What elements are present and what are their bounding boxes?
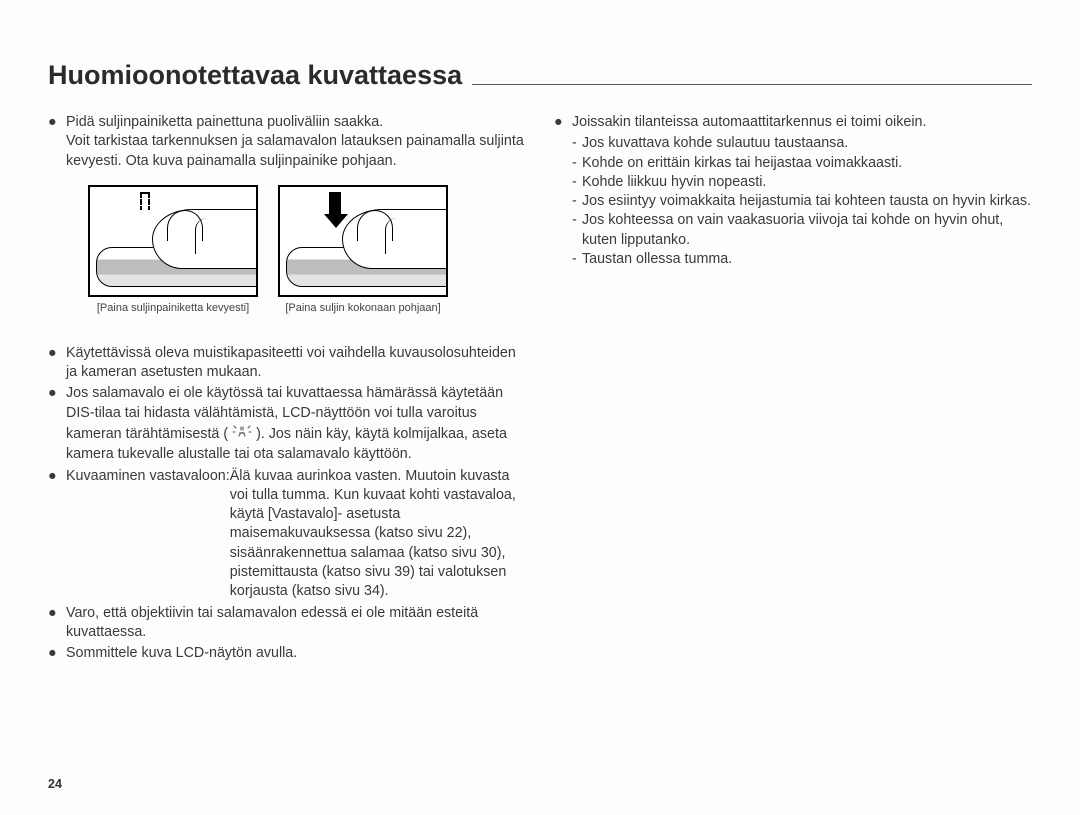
bullet-mark: ● xyxy=(48,604,66,643)
finger-icon xyxy=(342,209,448,269)
dash-mark: - xyxy=(572,192,582,211)
sub-horizontal: - Jos kohteessa on vain vaakasuoria viiv… xyxy=(572,211,1032,250)
text: Jos kuvattava kohde sulautuu taustaansa. xyxy=(582,134,1032,153)
text: Pidä suljinpainiketta painettuna puolivä… xyxy=(66,114,383,130)
dash-mark: - xyxy=(572,250,582,269)
arrow-full-press-icon xyxy=(324,192,346,228)
text: Jos kohteessa on vain vaakasuoria viivoj… xyxy=(582,211,1032,250)
page-title: Huomioonotettavaa kuvattaessa xyxy=(48,60,462,91)
bullet-mark: ● xyxy=(48,384,66,464)
sub-reflection: - Jos esiintyy voimakkaita heijastumia t… xyxy=(572,192,1032,211)
bullet-mark: ● xyxy=(48,467,66,602)
title-row: Huomioonotettavaa kuvattaessa xyxy=(48,60,1032,91)
text: Käytettävissä oleva muistikapasiteetti v… xyxy=(66,344,526,383)
dash-mark: - xyxy=(572,173,582,192)
left-column: ● Pidä suljinpainiketta painettuna puoli… xyxy=(48,113,526,665)
right-column: ● Joissakin tilanteissa automaattitarken… xyxy=(554,113,1032,665)
bullet-obstruction: ● Varo, että objektiivin tai salamavalon… xyxy=(48,604,526,643)
bullet-body: Pidä suljinpainiketta painettuna puolivä… xyxy=(66,113,526,171)
text: Kohde liikkuu hyvin nopeasti. xyxy=(582,173,1032,192)
sub-blend: - Jos kuvattava kohde sulautuu taustaans… xyxy=(572,134,1032,153)
page-number: 24 xyxy=(48,777,62,791)
dash-mark: - xyxy=(572,211,582,250)
bullet-af-fail: ● Joissakin tilanteissa automaattitarken… xyxy=(554,113,1032,132)
bullet-mark: ● xyxy=(48,113,66,171)
text: Joissakin tilanteissa automaattitarkennu… xyxy=(572,113,1032,132)
bullet-backlight: ● Kuvaaminen vastavaloon: Älä kuvaa auri… xyxy=(48,467,526,602)
figure-frame xyxy=(88,185,258,297)
bullet-memory: ● Käytettävissä oleva muistikapasiteetti… xyxy=(48,344,526,383)
bullet-body: Jos salamavalo ei ole käytössä tai kuvat… xyxy=(66,384,526,464)
bullet-mark: ● xyxy=(554,113,572,132)
figure-caption: [Paina suljin kokonaan pohjaan] xyxy=(278,301,448,316)
arrow-half-press-icon xyxy=(134,192,156,224)
bullet-mark: ● xyxy=(48,344,66,383)
sub-dark: - Taustan ollessa tumma. xyxy=(572,250,1032,269)
bullet-mark: ● xyxy=(48,644,66,663)
dash-mark: - xyxy=(572,134,582,153)
sub-bright: - Kohde on erittäin kirkas tai heijastaa… xyxy=(572,154,1032,173)
finger-icon xyxy=(152,209,258,269)
bullet-half-press: ● Pidä suljinpainiketta painettuna puoli… xyxy=(48,113,526,171)
text: Kohde on erittäin kirkas tai heijastaa v… xyxy=(582,154,1032,173)
hanging-label: Kuvaaminen vastavaloon: xyxy=(66,467,230,602)
title-rule xyxy=(472,84,1032,85)
bullet-body: Kuvaaminen vastavaloon: Älä kuvaa aurink… xyxy=(66,467,526,602)
text: Taustan ollessa tumma. xyxy=(582,250,1032,269)
text: Älä kuvaa aurinkoa vasten. Muutoin kuvas… xyxy=(230,467,526,602)
dash-mark: - xyxy=(572,154,582,173)
figure-caption: [Paina suljinpainiketta kevyesti] xyxy=(88,301,258,316)
figure-half-press: [Paina suljinpainiketta kevyesti] xyxy=(88,185,258,316)
figures-row: [Paina suljinpainiketta kevyesti] [Paina… xyxy=(88,185,526,316)
figure-full-press: [Paina suljin kokonaan pohjaan] xyxy=(278,185,448,316)
bullet-compose: ● Sommittele kuva LCD-näytön avulla. xyxy=(48,644,526,663)
content-columns: ● Pidä suljinpainiketta painettuna puoli… xyxy=(48,113,1032,665)
text: Sommittele kuva LCD-näytön avulla. xyxy=(66,644,526,663)
camera-shake-icon xyxy=(232,423,252,445)
bullet-shake-warning: ● Jos salamavalo ei ole käytössä tai kuv… xyxy=(48,384,526,464)
sub-fast: - Kohde liikkuu hyvin nopeasti. xyxy=(572,173,1032,192)
text: Varo, että objektiivin tai salamavalon e… xyxy=(66,604,526,643)
figure-frame xyxy=(278,185,448,297)
text: Jos esiintyy voimakkaita heijastumia tai… xyxy=(582,192,1032,211)
text: Voit tarkistaa tarkennuksen ja salamaval… xyxy=(66,133,524,168)
